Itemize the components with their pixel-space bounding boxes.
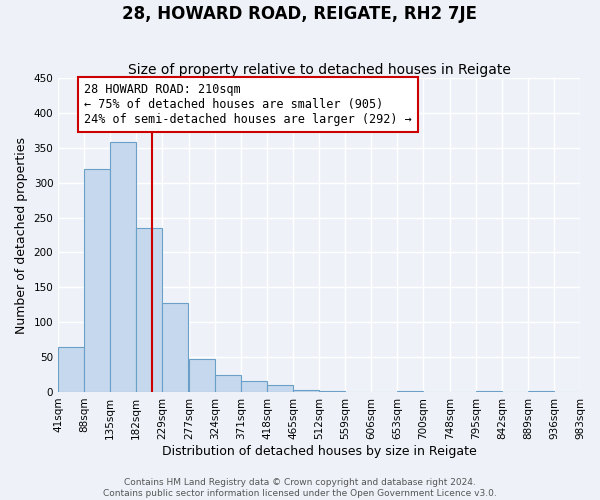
Bar	[189, 359, 215, 392]
Title: Size of property relative to detached houses in Reigate: Size of property relative to detached ho…	[128, 63, 511, 77]
Bar	[58, 346, 84, 392]
Bar	[136, 228, 163, 392]
Text: 28, HOWARD ROAD, REIGATE, RH2 7JE: 28, HOWARD ROAD, REIGATE, RH2 7JE	[122, 5, 478, 23]
Bar	[215, 374, 241, 392]
Bar	[267, 385, 293, 392]
Bar	[84, 169, 110, 392]
Bar	[110, 142, 136, 392]
Text: 28 HOWARD ROAD: 210sqm
← 75% of detached houses are smaller (905)
24% of semi-de: 28 HOWARD ROAD: 210sqm ← 75% of detached…	[84, 83, 412, 126]
Y-axis label: Number of detached properties: Number of detached properties	[15, 136, 28, 334]
Text: Contains HM Land Registry data © Crown copyright and database right 2024.
Contai: Contains HM Land Registry data © Crown c…	[103, 478, 497, 498]
Bar	[241, 382, 267, 392]
Bar	[293, 390, 319, 392]
X-axis label: Distribution of detached houses by size in Reigate: Distribution of detached houses by size …	[162, 444, 476, 458]
Bar	[163, 304, 188, 392]
